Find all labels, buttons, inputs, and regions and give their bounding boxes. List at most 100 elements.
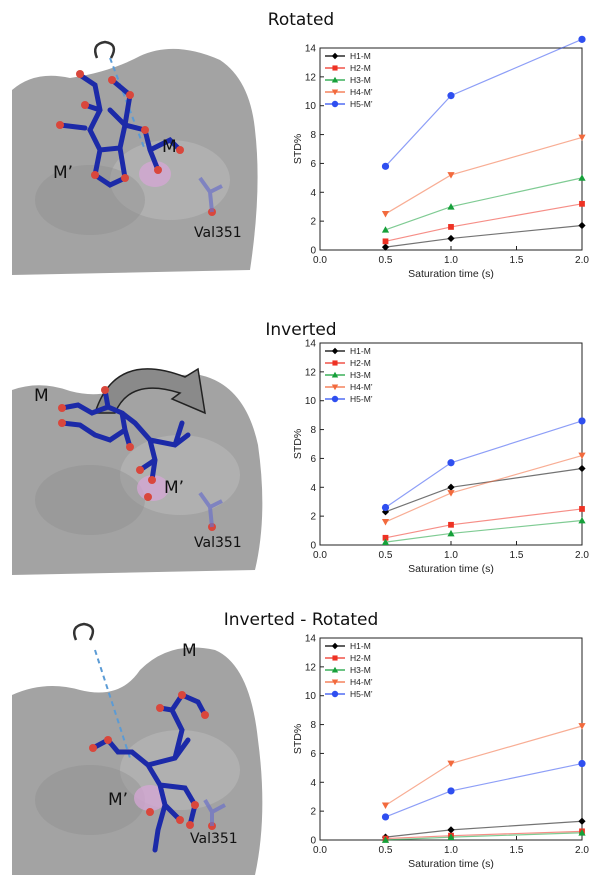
x-tick-label: 1.0 bbox=[444, 845, 458, 856]
data-point bbox=[578, 221, 586, 230]
legend-item: H5-M’ bbox=[325, 689, 373, 699]
series-line bbox=[385, 177, 583, 231]
legend-label: H4-M’ bbox=[350, 677, 373, 687]
data-point bbox=[447, 760, 455, 768]
panel-inverted-rotated: Inverted - Rotated M M’ Val351 0 2 4 6 8 10 12… bbox=[0, 590, 602, 885]
data-point bbox=[381, 519, 390, 526]
x-tick-label: 0.0 bbox=[313, 255, 327, 266]
data-point bbox=[447, 490, 455, 497]
data-point bbox=[381, 226, 390, 233]
y-tick-label: 10 bbox=[305, 101, 317, 112]
legend-item: H1-M bbox=[325, 641, 371, 651]
data-point bbox=[447, 529, 455, 537]
structure-label-c: Val351 bbox=[194, 535, 242, 551]
series-line bbox=[385, 762, 583, 818]
legend-label: H2-M bbox=[350, 63, 371, 73]
data-point bbox=[447, 172, 455, 179]
legend-item: H4-M’ bbox=[325, 382, 373, 392]
x-tick-label: 1.5 bbox=[510, 845, 524, 856]
data-point bbox=[382, 238, 389, 245]
data-point bbox=[578, 134, 586, 142]
x-axis-label: Saturation time (s) bbox=[408, 268, 494, 280]
legend-marker bbox=[331, 679, 339, 686]
data-point bbox=[578, 464, 586, 473]
data-point bbox=[447, 826, 455, 834]
data-point bbox=[578, 35, 586, 43]
legend-item: H2-M bbox=[325, 653, 371, 663]
y-tick-label: 8 bbox=[310, 720, 316, 731]
series-h5-m- bbox=[381, 759, 586, 821]
legend: H1-M H2-M H3-M H4-M’ H5-M’ bbox=[325, 641, 373, 699]
series-h5-m- bbox=[381, 35, 586, 170]
val351-sticks bbox=[198, 491, 223, 528]
rotation-arrow-icon bbox=[94, 40, 116, 59]
y-tick-label: 4 bbox=[310, 778, 316, 789]
legend: H1-M H2-M H3-M H4-M’ H5-M’ bbox=[325, 346, 373, 404]
legend-item: H5-M’ bbox=[325, 394, 373, 404]
legend-marker bbox=[331, 666, 339, 673]
y-tick-label: 10 bbox=[305, 691, 317, 702]
x-tick-label: 1.0 bbox=[444, 255, 458, 266]
data-point bbox=[381, 243, 390, 251]
legend-label: H3-M bbox=[350, 370, 371, 380]
y-tick-label: 14 bbox=[305, 634, 317, 645]
y-tick-label: 6 bbox=[310, 454, 316, 465]
series-line bbox=[385, 830, 583, 840]
x-tick-label: 0.5 bbox=[379, 845, 393, 856]
data-point bbox=[381, 802, 390, 809]
y-tick-label: 0 bbox=[310, 836, 316, 847]
val351-sticks bbox=[203, 798, 226, 826]
legend-marker bbox=[331, 690, 339, 698]
x-tick-label: 1.0 bbox=[444, 550, 458, 561]
series-line bbox=[385, 38, 583, 167]
x-tick-label: 2.0 bbox=[575, 550, 589, 561]
legend-marker bbox=[331, 76, 339, 83]
series-h2-m bbox=[382, 828, 585, 842]
data-point bbox=[578, 174, 586, 181]
pocket-highlight bbox=[134, 785, 166, 811]
ligand-sticks bbox=[90, 691, 208, 853]
legend-marker bbox=[331, 347, 339, 355]
data-point bbox=[579, 200, 585, 207]
legend-label: H5-M’ bbox=[350, 99, 373, 109]
data-point bbox=[578, 516, 586, 524]
legend-marker bbox=[331, 100, 339, 108]
rotation-axis-line bbox=[94, 649, 131, 759]
legend-label: H1-M bbox=[350, 51, 371, 61]
y-tick-label: 6 bbox=[310, 749, 316, 760]
x-axis-label: Saturation time (s) bbox=[408, 563, 494, 575]
data-point bbox=[579, 506, 585, 512]
oxygen-atoms bbox=[56, 70, 216, 216]
series-h4-m- bbox=[381, 452, 586, 526]
series-h3-m bbox=[381, 829, 586, 843]
data-point bbox=[382, 534, 389, 541]
x-tick-label: 1.5 bbox=[510, 550, 524, 561]
legend-marker bbox=[331, 384, 339, 391]
y-tick-label: 8 bbox=[310, 425, 316, 436]
ligand-sticks bbox=[59, 387, 191, 483]
legend-item: H2-M bbox=[325, 63, 371, 73]
y-tick-label: 12 bbox=[305, 662, 317, 673]
x-tick-label: 0.0 bbox=[313, 845, 327, 856]
data-point bbox=[381, 211, 390, 218]
data-point bbox=[447, 92, 455, 100]
data-point bbox=[381, 813, 390, 821]
y-axis-label: STD% bbox=[292, 134, 304, 164]
legend-marker bbox=[332, 655, 338, 661]
legend-label: H1-M bbox=[350, 346, 371, 356]
legend-label: H2-M bbox=[350, 358, 371, 368]
data-point bbox=[578, 829, 586, 836]
legend-item: H3-M bbox=[325, 75, 371, 85]
legend-item: H1-M bbox=[325, 51, 371, 61]
data-point bbox=[578, 723, 586, 730]
y-tick-label: 2 bbox=[310, 217, 316, 228]
legend-label: H3-M bbox=[350, 75, 371, 85]
legend-label: H4-M’ bbox=[350, 382, 373, 392]
y-tick-label: 12 bbox=[305, 72, 317, 83]
legend-label: H2-M bbox=[350, 653, 371, 663]
y-axis-label: STD% bbox=[292, 724, 304, 754]
structure-label-b: M’ bbox=[164, 478, 184, 498]
legend-label: H5-M’ bbox=[350, 689, 373, 699]
legend-marker bbox=[332, 65, 338, 71]
series-h2-m bbox=[382, 200, 585, 245]
